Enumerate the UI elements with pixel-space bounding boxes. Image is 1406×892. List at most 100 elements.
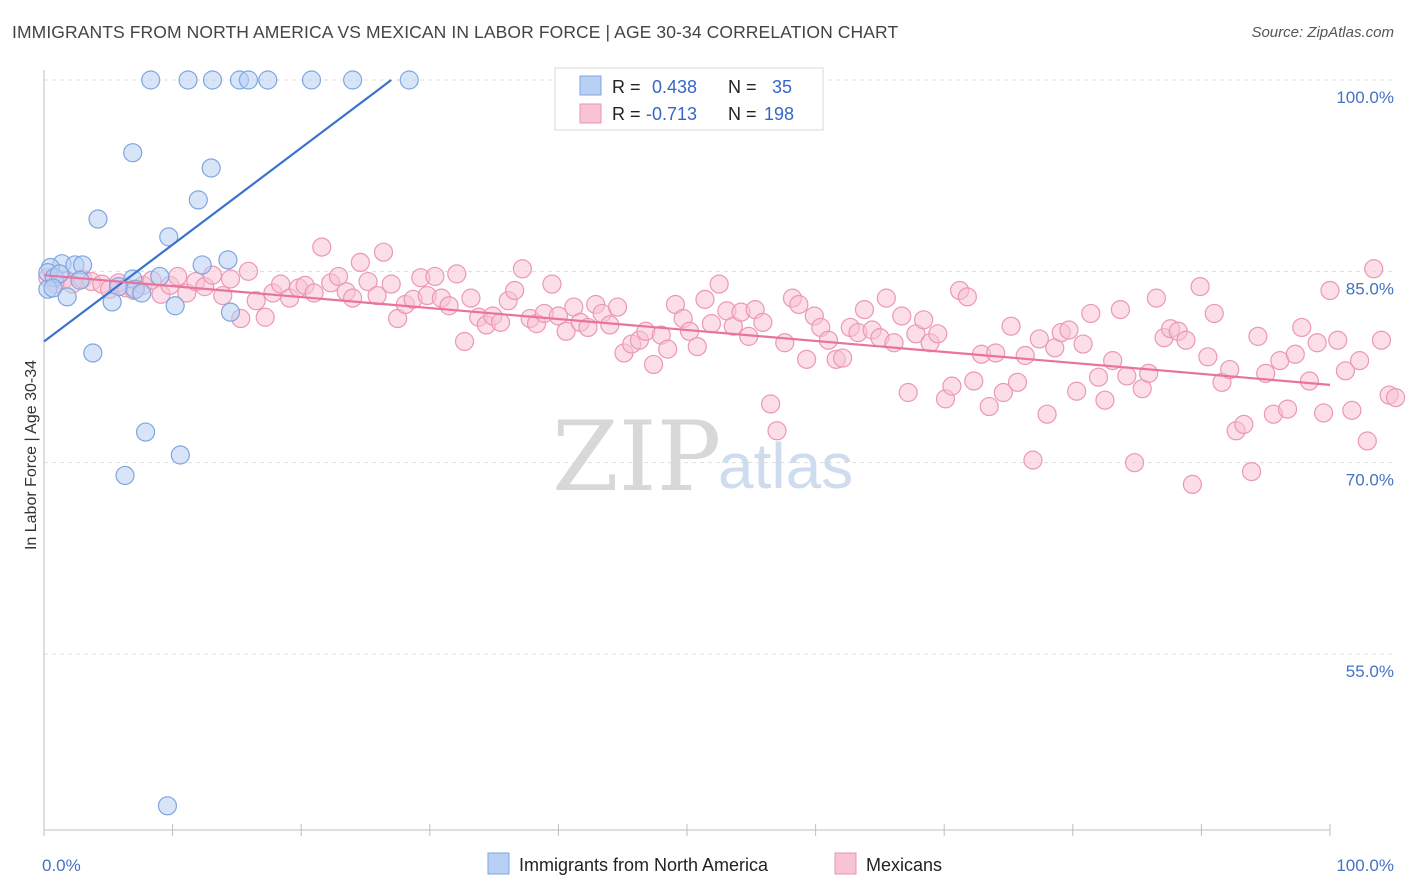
mexicans-point-173 (1342, 400, 1362, 420)
mexicans-point-154 (1204, 303, 1224, 324)
mexicans-point-94 (767, 421, 787, 441)
legend-r-label-mexicans: R = (612, 104, 641, 124)
immigrants-point-19 (218, 250, 238, 270)
x-tick-marks (43, 824, 1331, 836)
mexicans-point-131 (1037, 404, 1057, 424)
immigrants-point-10 (201, 158, 221, 178)
bottom-legend-swatch-mexicans (834, 852, 857, 875)
mexicans-point-25 (255, 307, 275, 327)
mexicans-point-114 (914, 310, 934, 330)
immigrants-point-11 (188, 190, 208, 210)
mexicans-point-92 (753, 312, 773, 332)
mexicans-point-123 (979, 396, 999, 417)
y-tick-label-0: 100.0% (1336, 88, 1394, 107)
mexicans-point-137 (1081, 303, 1101, 324)
immigrants-point-2 (202, 70, 223, 90)
immigrants-point-9 (123, 143, 143, 163)
legend-r-value-mexicans: -0.713 (646, 104, 697, 124)
immigrants-point-30 (132, 283, 152, 303)
y-tick-label-3: 55.0% (1346, 662, 1394, 681)
immigrants-point-38 (115, 465, 135, 486)
y-axis-label: In Labor Force | Age 30-34 (23, 360, 40, 550)
mexicans-point-47 (425, 266, 445, 287)
stats-legend: R = 0.438 N = 35 R = -0.713 N = 198 (554, 67, 824, 131)
mexicans-point-171 (1328, 330, 1348, 350)
mexicans-point-136 (1073, 334, 1093, 354)
mexicans-point-142 (1117, 366, 1137, 386)
mexicans-point-167 (1299, 371, 1320, 391)
y-tick-labels: 100.0% 85.0% 70.0% 55.0% (1336, 88, 1394, 681)
y-tick-label-2: 70.0% (1346, 471, 1394, 490)
mexicans-point-63 (542, 274, 562, 294)
mexicans-point-36 (343, 288, 363, 308)
immigrants-point-13 (159, 227, 179, 247)
mexicans-point-129 (1023, 450, 1043, 470)
mexicans-point-52 (461, 288, 481, 308)
x-tick-label-max: 100.0% (1336, 856, 1394, 875)
mexicans-point-72 (607, 297, 628, 317)
mexicans-point-84 (695, 289, 715, 309)
mexicans-point-159 (1241, 461, 1262, 482)
immigrants-point-37 (170, 445, 190, 465)
mexicans-point-141 (1110, 300, 1130, 320)
mexicans-point-59 (512, 259, 532, 279)
mexicans-point-23 (238, 261, 259, 281)
y-tick-label-1: 85.0% (1346, 279, 1394, 298)
immigrants-point-36 (135, 422, 156, 442)
mexicans-point-65 (556, 321, 576, 341)
mexicans-point-146 (1146, 288, 1166, 308)
x-tick-label-min: 0.0% (42, 856, 81, 875)
legend-r-label-immigrants: R = (612, 77, 641, 97)
bottom-legend-swatch-immigrants (487, 852, 510, 875)
mexicans-point-125 (993, 382, 1013, 403)
mexicans-point-109 (876, 288, 896, 308)
mexicans-point-38 (358, 271, 378, 292)
mexicans-point-169 (1313, 403, 1334, 423)
mexicans-point-176 (1364, 259, 1384, 279)
mexicans-point-128 (1015, 345, 1035, 366)
legend-n-value-mexicans: 198 (764, 104, 794, 124)
mexicans-point-106 (854, 300, 875, 320)
immigrants-point-23 (70, 270, 90, 290)
immigrants-point-27 (43, 278, 63, 298)
mexicans-point-95 (775, 333, 795, 353)
mexicans-point-120 (957, 287, 977, 307)
mexicans-point-50 (447, 264, 467, 284)
immigrants-point-5 (258, 70, 278, 90)
immigrants-point-12 (88, 209, 108, 229)
mexicans-point-158 (1234, 414, 1254, 434)
mexicans-point-175 (1357, 431, 1377, 451)
legend-swatch-mexicans (579, 103, 602, 124)
watermark-atlas: atlas (718, 430, 853, 502)
mexicans-point-112 (898, 382, 918, 403)
immigrants-point-4 (238, 70, 259, 90)
legend-r-value-immigrants: 0.438 (652, 77, 697, 97)
mexicans-point-135 (1067, 381, 1087, 401)
mexicans-point-152 (1190, 277, 1210, 297)
mexicans-point-40 (373, 242, 394, 262)
bottom-legend-label-mexicans: Mexicans (866, 855, 942, 875)
mexicans-point-145 (1139, 363, 1159, 383)
mexicans-point-101 (818, 330, 839, 350)
mexicans-point-166 (1292, 317, 1312, 338)
mexicans-point-15 (168, 266, 188, 287)
mexicans-point-85 (701, 314, 722, 334)
immigrants-point-6 (301, 70, 322, 90)
mexicans-point-138 (1088, 367, 1109, 387)
mexicans-regression-line (43, 274, 1331, 386)
mexicans-point-134 (1059, 320, 1079, 340)
mexicans-point-98 (796, 349, 817, 369)
mexicans-point-21 (220, 269, 241, 289)
immigrants-point-32 (102, 292, 122, 312)
immigrants-point-7 (343, 70, 363, 90)
mexicans-point-118 (942, 376, 962, 396)
mexicans-point-49 (439, 296, 459, 316)
legend-n-label-immigrants: N = (728, 77, 757, 97)
mexicans-point-124 (986, 343, 1006, 363)
gridlines (44, 79, 1394, 655)
mexicans-point-83 (687, 336, 707, 357)
legend-n-value-immigrants: 35 (772, 77, 792, 97)
mexicans-point-156 (1220, 359, 1240, 380)
watermark-zip: ZIP (552, 401, 721, 513)
bottom-legend-label-immigrants: Immigrants from North America (519, 855, 769, 875)
